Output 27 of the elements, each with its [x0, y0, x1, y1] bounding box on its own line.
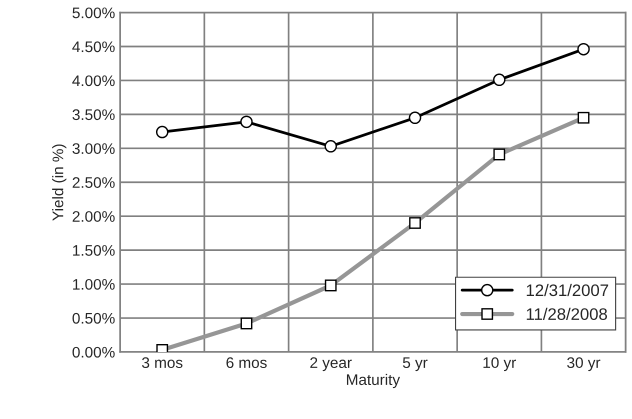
point — [324, 140, 337, 153]
y-tick-label: 4.50% — [72, 41, 115, 52]
x-tick-label: 30 yr — [567, 357, 600, 372]
x-tick-label: 10 yr — [483, 357, 516, 372]
y-tick-label: 2.50% — [72, 177, 115, 188]
legend-label: 12/31/2007 — [526, 284, 608, 296]
y-tick-label: 3.50% — [72, 109, 115, 120]
x-tick-label: 6 mos — [226, 357, 267, 368]
y-tick-label: 1.00% — [73, 278, 115, 290]
point — [240, 116, 253, 128]
y-tick-label: 1.50% — [73, 245, 115, 256]
y-tick-label: 0.50% — [72, 312, 115, 324]
y-tick-label: 3.00% — [72, 143, 115, 154]
x-tick-label: 2 year — [310, 357, 352, 372]
legend-label: 11/28/2008 — [526, 308, 608, 320]
x-tick-label: 5 yr — [402, 357, 428, 372]
y-tick-label: 5.00% — [72, 7, 115, 18]
y-tick-label: 2.00% — [72, 211, 115, 222]
y-axis-title: Yield (in %) — [52, 144, 66, 221]
y-tick-label: 4.00% — [72, 75, 115, 86]
point — [493, 74, 506, 86]
y-tick-label: 0.00% — [72, 346, 115, 358]
point — [156, 126, 168, 138]
x-tick-label: 3 mos — [142, 357, 182, 368]
x-axis-title: Maturity — [346, 374, 400, 388]
point — [577, 42, 590, 56]
point — [408, 112, 422, 124]
